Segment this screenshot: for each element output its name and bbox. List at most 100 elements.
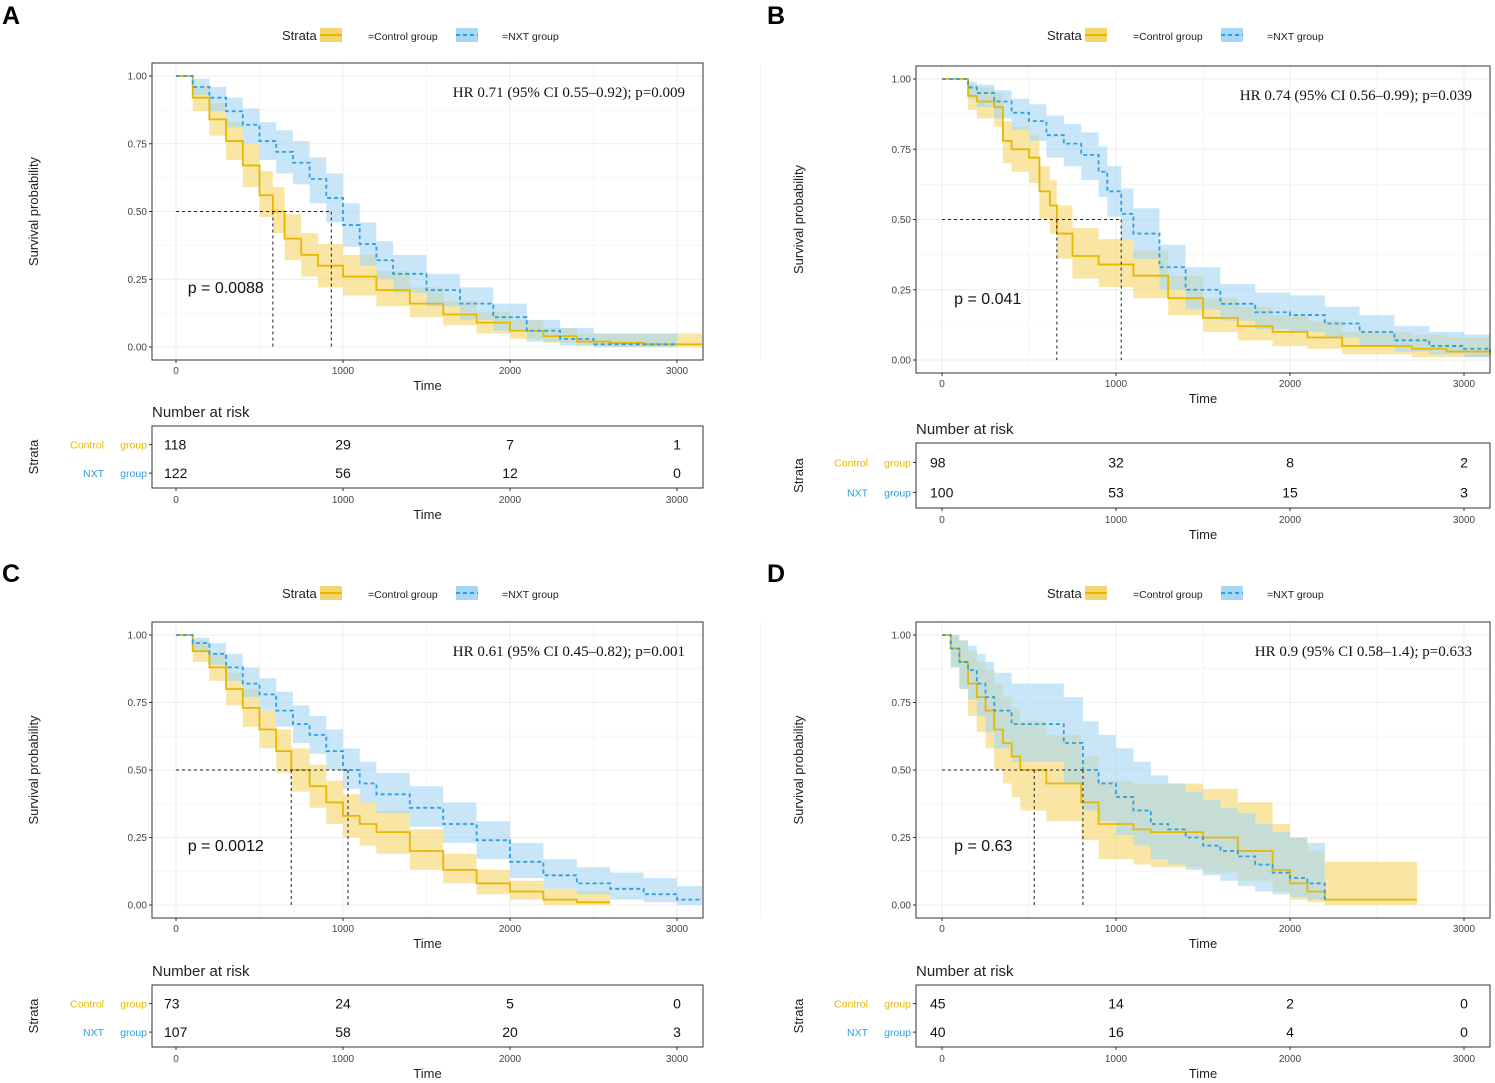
hazard-ratio-annotation: HR 0.9 (95% CI 0.58–1.4); p=0.633 (1255, 644, 1472, 660)
risk-x-tick-label: 0 (173, 1054, 179, 1065)
y-tick-label: 0.75 (892, 698, 912, 709)
x-tick-label: 0 (939, 379, 945, 390)
risk-count-cell: 7 (506, 437, 514, 453)
risk-row-sublabel: group (120, 1027, 147, 1039)
risk-row-sublabel: group (884, 999, 911, 1011)
risk-row-sublabel: group (120, 440, 147, 452)
risk-x-axis-title: Time (1189, 1066, 1217, 1081)
panel-label: B (767, 2, 785, 30)
risk-table-title: Number at risk (916, 421, 1014, 438)
legend-control-label: =Control group (1133, 589, 1203, 601)
risk-x-tick-label: 3000 (666, 1054, 689, 1065)
risk-count-cell: 0 (673, 996, 681, 1012)
risk-count-cell: 58 (335, 1024, 351, 1040)
risk-count-cell: 56 (335, 465, 351, 481)
legend-nxt-label: =NXT group (502, 589, 559, 601)
risk-table-frame (151, 425, 704, 489)
risk-count-cell: 8 (1286, 455, 1294, 471)
risk-count-cell: 3 (673, 1024, 681, 1040)
x-tick-label: 2000 (1279, 379, 1302, 390)
hazard-ratio-annotation: HR 0.61 (95% CI 0.45–0.82); p=0.001 (453, 644, 685, 660)
risk-table-frame (915, 984, 1491, 1048)
y-tick-label: 0.00 (128, 343, 148, 354)
risk-x-axis-title: Time (413, 1066, 441, 1081)
x-tick-label: 3000 (666, 924, 689, 935)
nxt-ci-band (176, 635, 703, 905)
legend-control-label: =Control group (368, 589, 438, 601)
risk-y-axis-title: Strata (26, 998, 41, 1033)
risk-count-cell: 2 (1460, 455, 1468, 471)
risk-x-tick-label: 1000 (332, 1054, 355, 1065)
panel-a: A Strata =Control group =NXT group 0.00 0.25 0… (2, 2, 761, 522)
y-axis-title: Survival probability (26, 156, 41, 266)
p-value-annotation: p = 0.041 (954, 291, 1021, 308)
y-axis-title: Survival probability (791, 164, 806, 274)
risk-count-cell: 29 (335, 437, 351, 453)
risk-row-sublabel: group (884, 1027, 911, 1039)
risk-x-tick-label: 3000 (666, 495, 689, 506)
risk-row-label: Control (70, 999, 104, 1011)
risk-table-title: Number at risk (152, 404, 250, 421)
risk-count-cell: 3 (1460, 484, 1468, 500)
legend-nxt-label: =NXT group (1267, 589, 1324, 601)
risk-count-cell: 5 (506, 996, 514, 1012)
risk-y-axis-title: Strata (791, 457, 806, 492)
risk-row-label: Control (834, 458, 868, 470)
risk-count-cell: 24 (335, 996, 351, 1012)
risk-row-sublabel: group (120, 468, 147, 480)
x-tick-label: 2000 (499, 366, 522, 377)
y-tick-label: 0.00 (892, 901, 912, 912)
y-tick-label: 0.25 (892, 833, 912, 844)
risk-x-tick-label: 2000 (499, 495, 522, 506)
y-axis-title: Survival probability (26, 715, 41, 825)
risk-count-cell: 122 (164, 465, 188, 481)
y-tick-label: 0.50 (892, 215, 912, 226)
x-tick-label: 1000 (1105, 379, 1128, 390)
risk-count-cell: 32 (1108, 455, 1124, 471)
y-axis-title: Survival probability (791, 715, 806, 825)
risk-count-cell: 45 (930, 996, 946, 1012)
control-survival-line (176, 634, 611, 904)
x-tick-label: 1000 (332, 366, 355, 377)
y-tick-label: 0.25 (892, 285, 912, 296)
x-axis-title: Time (413, 936, 441, 951)
risk-x-tick-label: 1000 (1105, 515, 1128, 526)
risk-count-cell: 4 (1286, 1024, 1294, 1040)
risk-table-frame (915, 442, 1491, 509)
risk-x-tick-label: 3000 (1453, 1054, 1476, 1065)
risk-count-cell: 20 (502, 1024, 518, 1040)
risk-x-tick-label: 0 (173, 495, 179, 506)
legend-title: Strata (282, 586, 317, 601)
risk-count-cell: 1 (673, 437, 681, 453)
risk-count-cell: 40 (930, 1024, 946, 1040)
legend-title: Strata (1047, 28, 1082, 43)
risk-y-axis-title: Strata (26, 439, 41, 474)
y-tick-label: 0.50 (128, 766, 148, 777)
risk-x-tick-label: 2000 (499, 1054, 522, 1065)
panel-label: C (2, 560, 20, 588)
risk-row-label: Control (834, 999, 868, 1011)
risk-row-sublabel: group (884, 458, 911, 470)
risk-count-cell: 98 (930, 455, 946, 471)
risk-count-cell: 100 (930, 484, 954, 500)
risk-count-cell: 0 (1460, 1024, 1468, 1040)
risk-row-label: NXT (847, 1027, 869, 1039)
x-tick-label: 1000 (1105, 924, 1128, 935)
nxt-survival-line (942, 634, 1326, 900)
nxt-survival-line (176, 634, 703, 901)
risk-count-cell: 16 (1108, 1024, 1124, 1040)
x-tick-label: 2000 (499, 924, 522, 935)
y-tick-label: 0.75 (892, 145, 912, 156)
y-tick-label: 1.00 (892, 631, 912, 642)
risk-count-cell: 118 (164, 437, 187, 453)
risk-count-cell: 15 (1282, 484, 1298, 500)
control-survival-line (176, 75, 703, 346)
risk-count-cell: 14 (1108, 996, 1124, 1012)
p-value-annotation: p = 0.63 (954, 838, 1012, 855)
hazard-ratio-annotation: HR 0.74 (95% CI 0.56–0.99); p=0.039 (1240, 88, 1472, 104)
y-tick-label: 0.50 (128, 207, 148, 218)
x-axis-title: Time (1189, 936, 1217, 951)
panel-b: B Strata =Control group =NXT group 0.00 0.25 0… (767, 2, 1491, 542)
panel-d: D Strata =Control group =NXT group 0.00 0.25 0… (767, 560, 1491, 1081)
